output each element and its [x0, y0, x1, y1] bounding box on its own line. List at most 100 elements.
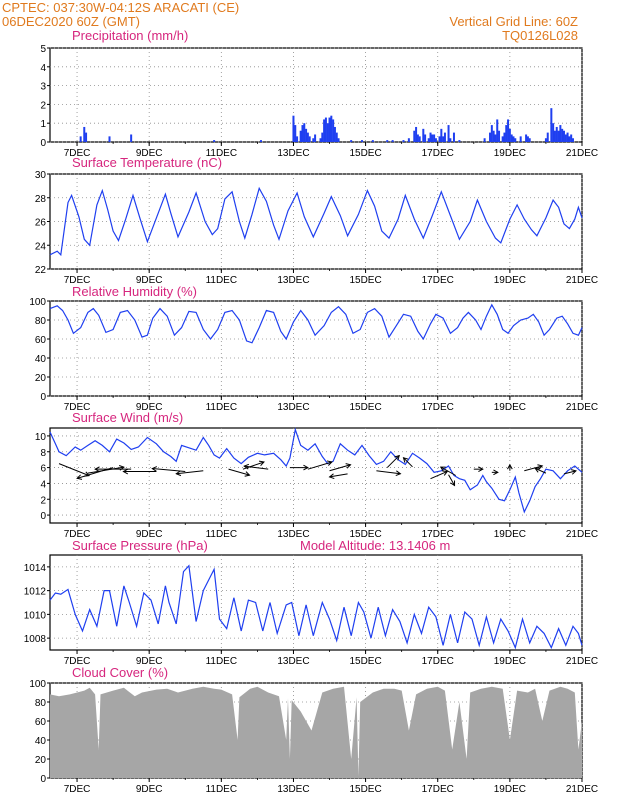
y-tick-label: 2 — [40, 100, 46, 111]
x-tick-label: 17DEC — [422, 275, 454, 286]
x-tick-label: 9DEC — [136, 402, 163, 413]
precip-bar — [507, 119, 510, 142]
panel-4: Surface Pressure (hPa) Model Altitude: 13… — [24, 538, 598, 667]
y-tick-label: 60 — [35, 335, 47, 346]
precip-bar — [544, 138, 547, 142]
precip-bar — [570, 134, 573, 142]
x-tick-label: 9DEC — [136, 784, 163, 795]
precip-bar — [350, 140, 353, 142]
precip-bar — [568, 136, 571, 142]
precip-bar — [308, 136, 311, 142]
x-tick-label: 7DEC — [64, 784, 91, 795]
x-tick-label: 13DEC — [277, 402, 309, 413]
wind-arrowhead — [175, 470, 182, 477]
x-tick-label: 7DEC — [64, 275, 91, 286]
precip-bar — [519, 136, 522, 142]
precip-bar — [546, 132, 549, 142]
x-tick-label: 15DEC — [349, 529, 381, 540]
model-code: TQ0126L028 — [502, 28, 578, 43]
precip-bar — [299, 130, 302, 142]
x-tick-label: 21DEC — [566, 656, 598, 667]
wind-arrowhead — [507, 463, 513, 470]
precip-bar — [333, 126, 336, 142]
x-tick-label: 21DEC — [566, 402, 598, 413]
x-tick-label: 11DEC — [206, 784, 238, 795]
x-tick-label: 15DEC — [349, 784, 381, 795]
precip-bar — [79, 136, 82, 142]
precip-bar — [514, 138, 517, 142]
model-altitude: Model Altitude: 13.1406 m — [300, 538, 450, 553]
precip-bar — [314, 134, 317, 142]
panel-3: Surface Wind (m/s) 0 2 4 6 8 10 7DEC 9DEC 11DEC 13… — [35, 410, 598, 540]
wind-vector — [228, 468, 250, 476]
precip-bar — [458, 140, 461, 142]
precip-bar — [492, 130, 495, 142]
plot-frame — [49, 47, 583, 143]
x-tick-label: 19DEC — [494, 148, 526, 159]
x-tick-label: 9DEC — [136, 529, 163, 540]
y-tick-label: 4 — [40, 479, 46, 490]
precip-bar — [415, 126, 418, 142]
x-tick-label: 21DEC — [566, 275, 598, 286]
x-tick-label: 11DEC — [206, 529, 238, 540]
y-tick-label: 30 — [35, 170, 47, 181]
precip-bar — [447, 125, 450, 142]
precip-bar — [303, 123, 306, 142]
x-tick-label: 19DEC — [494, 529, 526, 540]
plot-frame — [49, 427, 583, 524]
precip-bar — [306, 132, 309, 142]
x-tick-label: 15DEC — [349, 148, 381, 159]
x-tick-label: 13DEC — [277, 656, 309, 667]
wind-arrowhead — [303, 464, 309, 471]
precip-bar — [571, 138, 574, 142]
x-tick-label: 9DEC — [136, 275, 163, 286]
x-tick-label: 19DEC — [494, 656, 526, 667]
precip-bar — [332, 119, 335, 142]
precip-bar — [503, 132, 506, 142]
series-line — [49, 564, 583, 650]
wind-vector — [524, 465, 543, 472]
precip-bar — [108, 136, 111, 142]
x-tick-label: 21DEC — [566, 784, 598, 795]
precip-bar — [483, 138, 486, 142]
precip-bar — [431, 134, 434, 142]
wind-arrowhead — [244, 471, 251, 477]
precip-bar — [434, 138, 437, 142]
x-tick-label: 7DEC — [64, 402, 91, 413]
precip-bar — [321, 132, 324, 142]
wind-arrowhead — [439, 466, 446, 472]
x-tick-label: 7DEC — [64, 148, 91, 159]
y-tick-label: 28 — [35, 194, 47, 205]
precip-bar — [561, 128, 564, 142]
precip-bar — [130, 134, 133, 142]
precip-bar — [337, 138, 340, 142]
wind-vector — [430, 471, 448, 480]
precip-bar — [292, 115, 295, 142]
wind-vector — [58, 463, 90, 477]
precip-bar — [550, 108, 553, 142]
wind-arrowhead — [394, 454, 400, 461]
precip-bar — [489, 132, 492, 142]
series-line — [49, 303, 583, 344]
wind-arrowhead — [450, 480, 456, 487]
y-tick-label: 5 — [40, 44, 46, 55]
wind-arrowhead — [122, 468, 129, 475]
precip-bar — [296, 136, 299, 142]
panels: Precipitation (mm/h) 0 1 2 3 4 5 7DEC 9DEC 11DEC 1… — [24, 28, 598, 795]
y-tick-label: 1012 — [24, 587, 47, 598]
precip-bar — [305, 128, 308, 142]
precip-bar — [442, 136, 445, 142]
x-tick-label: 17DEC — [422, 784, 454, 795]
precip-bar — [496, 119, 499, 142]
wind-arrowhead — [76, 474, 83, 480]
x-tick-label: 19DEC — [494, 275, 526, 286]
x-tick-label: 21DEC — [566, 529, 598, 540]
x-tick-label: 17DEC — [422, 529, 454, 540]
precip-bar — [407, 138, 410, 142]
precip-bar — [564, 134, 567, 142]
series-line — [49, 427, 583, 514]
plot-frame — [49, 554, 583, 651]
wind-vector — [534, 467, 547, 474]
x-tick-label: 11DEC — [206, 656, 238, 667]
precip-bar — [512, 136, 515, 142]
